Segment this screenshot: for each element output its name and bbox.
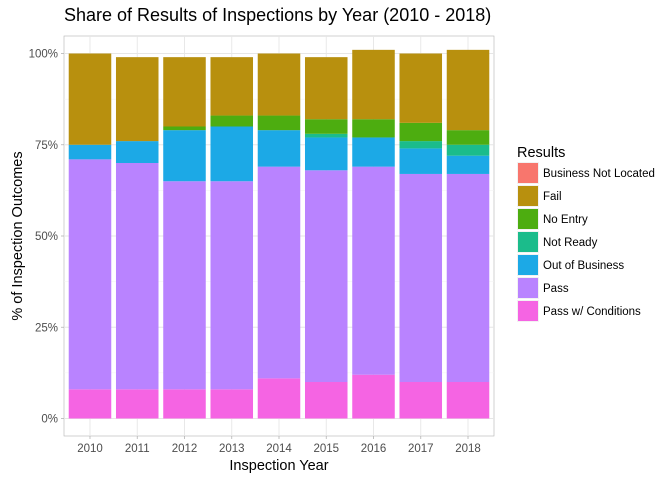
bar-segment-pass-2017 — [399, 173, 443, 382]
bar-segment-pass-2016 — [352, 166, 395, 375]
legend-label-no-entry: No Entry — [543, 214, 588, 226]
legend-label-fail: Fail — [543, 191, 562, 203]
x-tick-label-2018: 2018 — [455, 443, 481, 455]
bar-segment-out-of-business-2013 — [210, 126, 254, 182]
x-tick-label-2013: 2013 — [219, 443, 245, 455]
legend-swatch-not-ready — [518, 232, 538, 252]
legend-swatch-out-of-business — [518, 255, 538, 275]
bar-segment-fail-2017 — [399, 53, 443, 123]
bar-segment-pass-w-conditions-2014 — [257, 378, 301, 419]
bars — [68, 49, 490, 419]
bar-segment-no-entry-2012 — [163, 126, 206, 131]
bar-segment-fail-2013 — [210, 57, 254, 116]
legend-swatch-fail — [518, 186, 538, 206]
legend-swatch-no-entry — [518, 209, 538, 229]
bar-segment-fail-2010 — [68, 53, 112, 145]
bar-segment-not-ready-2015 — [304, 133, 348, 138]
y-tick-label: 75% — [35, 140, 58, 152]
bar-segment-pass-w-conditions-2016 — [352, 374, 395, 419]
chart-title: Share of Results of Inspections by Year … — [64, 5, 491, 25]
legend-swatch-business-not-located — [518, 163, 538, 183]
bar-segment-out-of-business-2015 — [304, 137, 348, 171]
x-tick-label-2016: 2016 — [361, 443, 387, 455]
y-tick-label: 100% — [29, 49, 58, 61]
bar-segment-fail-2012 — [163, 57, 206, 127]
x-tick-label-2017: 2017 — [408, 443, 434, 455]
x-tick-label-2012: 2012 — [172, 443, 198, 455]
bar-segment-fail-2018 — [446, 49, 490, 131]
bar-segment-fail-2015 — [304, 57, 348, 120]
x-tick-label-2015: 2015 — [313, 443, 339, 455]
bar-segment-fail-2011 — [115, 57, 159, 142]
x-tick-label-2010: 2010 — [77, 443, 103, 455]
bar-segment-out-of-business-2016 — [352, 137, 395, 167]
bar-segment-out-of-business-2011 — [115, 141, 159, 163]
y-axis: 0% 25% 50% 75% 100% — [29, 49, 64, 426]
bar-segment-pass-w-conditions-2013 — [210, 389, 254, 419]
x-axis: 2010 2011 2012 2013 2014 2015 2016 2017 2018 — [77, 436, 481, 455]
bar-segment-pass-2010 — [68, 159, 112, 390]
bar-segment-pass-w-conditions-2011 — [115, 389, 159, 419]
bar-segment-no-entry-2014 — [257, 115, 301, 131]
bar-segment-out-of-business-2018 — [446, 155, 490, 174]
bar-segment-out-of-business-2014 — [257, 130, 301, 167]
bar-segment-pass-2011 — [115, 163, 159, 390]
bar-segment-no-entry-2016 — [352, 119, 395, 138]
bar-segment-pass-w-conditions-2012 — [163, 389, 206, 419]
legend-title: Results — [517, 145, 565, 161]
bar-segment-no-entry-2018 — [446, 130, 490, 145]
legend-items: Business Not Located Fail No Entry Not Read… — [517, 162, 655, 322]
bar-segment-no-entry-2013 — [210, 115, 254, 127]
y-tick-label: 50% — [35, 231, 58, 243]
legend-label-out-of-business: Out of Business — [543, 260, 624, 272]
bar-segment-out-of-business-2017 — [399, 148, 443, 174]
bar-segment-pass-2018 — [446, 173, 490, 382]
y-axis-title: % of Inspection Outcomes — [10, 151, 26, 320]
legend-swatch-pass — [518, 278, 538, 298]
bar-segment-pass-2012 — [163, 181, 206, 390]
bar-segment-no-entry-2017 — [399, 122, 443, 142]
x-axis-title: Inspection Year — [229, 458, 328, 474]
bar-segment-out-of-business-2010 — [68, 144, 112, 160]
bar-segment-fail-2014 — [257, 53, 301, 116]
bar-segment-out-of-business-2012 — [163, 130, 206, 182]
legend: Results Business Not Located Fail No Entry… — [517, 145, 655, 322]
x-tick-label-2014: 2014 — [266, 443, 292, 455]
plot-panel — [63, 35, 495, 437]
legend-swatch-pass-w-conditions — [518, 301, 538, 321]
bar-segment-pass-w-conditions-2018 — [446, 382, 490, 419]
bar-segment-pass-w-conditions-2017 — [399, 382, 443, 419]
bar-segment-no-entry-2015 — [304, 119, 348, 134]
legend-label-pass-w-conditions: Pass w/ Conditions — [543, 306, 641, 318]
legend-label-not-ready: Not Ready — [543, 237, 598, 249]
y-tick-label: 0% — [41, 414, 58, 426]
bar-segment-pass-w-conditions-2010 — [68, 389, 112, 419]
bar-segment-pass-2014 — [257, 166, 301, 379]
bar-segment-not-ready-2017 — [399, 141, 443, 149]
bar-segment-pass-2013 — [210, 181, 254, 390]
y-tick-label: 25% — [35, 322, 58, 334]
legend-label-business-not-located: Business Not Located — [543, 168, 655, 180]
bar-segment-not-ready-2018 — [446, 144, 490, 156]
bar-segment-pass-w-conditions-2015 — [304, 382, 348, 419]
bar-segment-pass-2015 — [304, 170, 348, 382]
x-tick-label-2011: 2011 — [125, 443, 150, 455]
legend-label-pass: Pass — [543, 283, 569, 295]
bar-segment-fail-2016 — [352, 49, 395, 120]
